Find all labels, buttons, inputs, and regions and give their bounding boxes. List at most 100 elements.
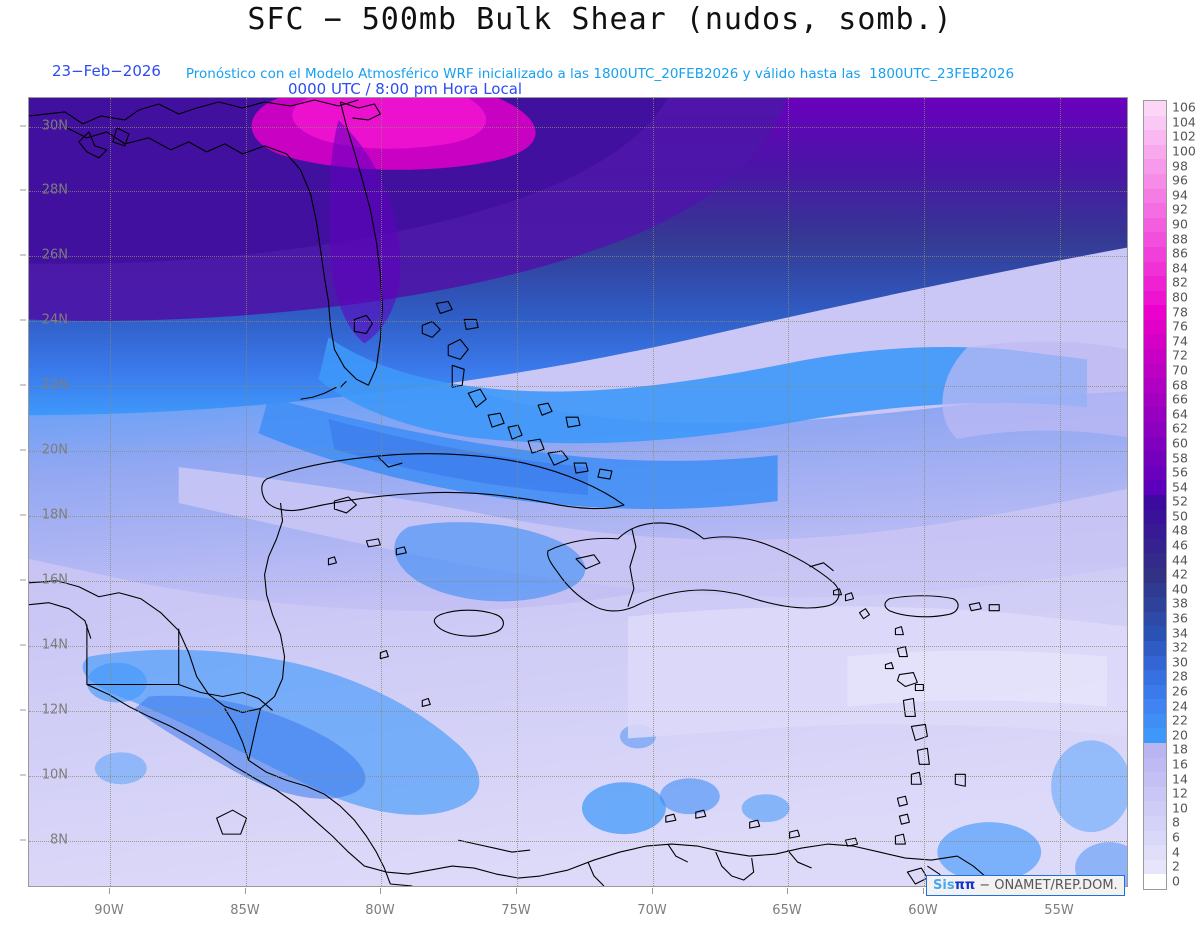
colorbar-swatch-88 xyxy=(1144,232,1166,247)
lat-tick-20n xyxy=(20,449,26,451)
colorbar-swatch-46 xyxy=(1144,538,1166,554)
colorbar-label-28: 28 xyxy=(1172,668,1188,684)
colorbar-label-56: 56 xyxy=(1172,464,1188,480)
colorbar-label-48: 48 xyxy=(1172,522,1188,538)
lat-tick-24n xyxy=(20,319,26,321)
lon-label-55w: 55W xyxy=(1044,903,1074,918)
lat-tick-10n xyxy=(20,774,26,776)
colorbar-swatch-6 xyxy=(1144,830,1166,846)
lat-label-22n: 22N xyxy=(41,377,68,393)
colorbar-swatch-86 xyxy=(1144,246,1166,262)
colorbar-swatch-44 xyxy=(1144,553,1166,568)
colorbar-label-66: 66 xyxy=(1172,391,1188,407)
colorbar-swatch-20 xyxy=(1144,728,1166,744)
colorbar-swatch-102 xyxy=(1144,130,1166,145)
colorbar-swatch-58 xyxy=(1144,451,1166,466)
lat-label-10n: 10N xyxy=(41,767,68,783)
colorbar-label-38: 38 xyxy=(1172,595,1188,611)
colorbar-label-84: 84 xyxy=(1172,260,1188,276)
colorbar-swatch-34 xyxy=(1144,626,1166,641)
colorbar-swatch-76 xyxy=(1144,319,1166,335)
colorbar-label-18: 18 xyxy=(1172,741,1188,757)
colorbar-label-78: 78 xyxy=(1172,304,1188,320)
colorbar-swatch-104 xyxy=(1144,115,1166,131)
lat-label-20n: 20N xyxy=(41,442,68,458)
lat-tick-28n xyxy=(20,189,26,191)
colorbar-swatch-94 xyxy=(1144,188,1166,204)
colorbar-label-64: 64 xyxy=(1172,406,1188,422)
colorbar-label-98: 98 xyxy=(1172,158,1188,174)
lon-tick-85w xyxy=(245,888,246,894)
colorbar-swatch-12 xyxy=(1144,786,1166,802)
watermark-brand-a: Sis xyxy=(933,878,955,893)
colorbar-label-62: 62 xyxy=(1172,420,1188,436)
colorbar-swatch-52 xyxy=(1144,495,1166,510)
colorbar-swatch-90 xyxy=(1144,217,1166,233)
lat-tick-22n xyxy=(20,384,26,386)
colorbar xyxy=(1143,100,1167,890)
colorbar-label-76: 76 xyxy=(1172,318,1188,334)
colorbar-swatch-38 xyxy=(1144,597,1166,612)
colorbar-label-4: 4 xyxy=(1172,844,1180,860)
colorbar-label-30: 30 xyxy=(1172,654,1188,670)
colorbar-swatch-10 xyxy=(1144,801,1166,817)
lat-label-12n: 12N xyxy=(41,702,68,718)
colorbar-swatch-72 xyxy=(1144,349,1166,364)
model-description-line: Pronóstico con el Modelo Atmosférico WRF… xyxy=(185,66,1015,82)
forecast-date: 23−Feb−2026 xyxy=(52,62,161,80)
colorbar-swatch-16 xyxy=(1144,757,1166,773)
colorbar-swatch-14 xyxy=(1144,772,1166,787)
colorbar-label-82: 82 xyxy=(1172,274,1188,290)
watermark-brand-b: ππ xyxy=(954,878,976,893)
colorbar-swatch-100 xyxy=(1144,144,1166,160)
colorbar-swatch-80 xyxy=(1144,290,1166,306)
colorbar-swatch-42 xyxy=(1144,567,1166,583)
colorbar-swatch-40 xyxy=(1144,582,1166,598)
lat-tick-18n xyxy=(20,514,26,516)
colorbar-swatch-26 xyxy=(1144,684,1166,700)
colorbar-swatch-22 xyxy=(1144,713,1166,729)
colorbar-swatch-66 xyxy=(1144,392,1166,408)
colorbar-swatch-56 xyxy=(1144,465,1166,481)
lat-tick-16n xyxy=(20,579,26,581)
watermark-logo: Sis ππ − ONAMET/REP.DOM. xyxy=(926,875,1125,896)
lon-tick-80w xyxy=(380,888,381,894)
lon-label-70w: 70W xyxy=(637,903,667,918)
colorbar-swatch-96 xyxy=(1144,173,1166,189)
lat-label-28n: 28N xyxy=(41,182,68,198)
page-title: SFC − 500mb Bulk Shear (nudos, somb.) xyxy=(247,2,953,37)
lon-tick-90w xyxy=(109,888,110,894)
lon-tick-60w xyxy=(923,888,924,894)
colorbar-swatch-28 xyxy=(1144,670,1166,685)
map-plot-area xyxy=(28,97,1128,887)
lat-label-16n: 16N xyxy=(41,572,68,588)
colorbar-label-96: 96 xyxy=(1172,172,1188,188)
colorbar-swatch-74 xyxy=(1144,334,1166,350)
colorbar-swatch-32 xyxy=(1144,640,1166,656)
colorbar-label-52: 52 xyxy=(1172,493,1188,509)
colorbar-swatch-62 xyxy=(1144,422,1166,437)
colorbar-label-58: 58 xyxy=(1172,450,1188,466)
lat-label-8n: 8N xyxy=(50,832,68,848)
colorbar-label-104: 104 xyxy=(1172,114,1196,130)
colorbar-label-68: 68 xyxy=(1172,377,1188,393)
colorbar-label-54: 54 xyxy=(1172,479,1188,495)
colorbar-label-10: 10 xyxy=(1172,800,1188,816)
lat-label-26n: 26N xyxy=(41,247,68,263)
colorbar-swatch-36 xyxy=(1144,611,1166,627)
colorbar-swatch-24 xyxy=(1144,699,1166,714)
lon-label-65w: 65W xyxy=(772,903,802,918)
colorbar-swatch-70 xyxy=(1144,363,1166,379)
lat-tick-14n xyxy=(20,644,26,646)
colorbar-swatch-50 xyxy=(1144,509,1166,525)
colorbar-label-46: 46 xyxy=(1172,537,1188,553)
colorbar-label-92: 92 xyxy=(1172,201,1188,217)
colorbar-label-6: 6 xyxy=(1172,829,1180,845)
colorbar-label-12: 12 xyxy=(1172,785,1188,801)
colorbar-label-2: 2 xyxy=(1172,858,1180,874)
colorbar-swatch-48 xyxy=(1144,524,1166,539)
lat-tick-30n xyxy=(20,125,26,127)
lon-label-85w: 85W xyxy=(230,903,260,918)
lon-label-90w: 90W xyxy=(94,903,124,918)
colorbar-label-70: 70 xyxy=(1172,362,1188,378)
